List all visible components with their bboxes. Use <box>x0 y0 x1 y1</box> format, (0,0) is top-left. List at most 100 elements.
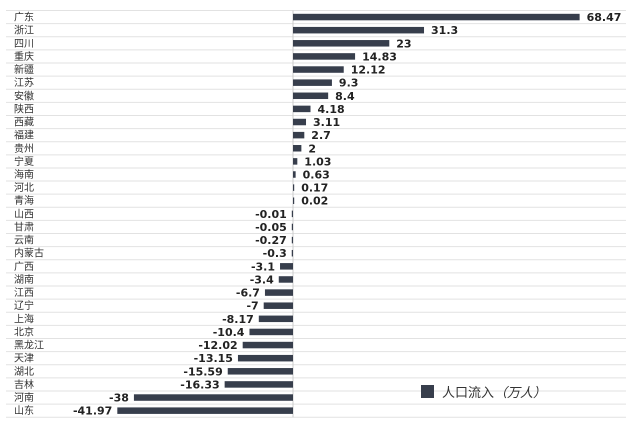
category-label: 陕西 <box>14 102 34 115</box>
bar <box>293 26 425 34</box>
bar <box>293 197 295 204</box>
value-label: -8.17 <box>222 313 254 326</box>
bar <box>291 210 293 218</box>
category-label: 天津 <box>14 353 34 365</box>
value-label: -0.27 <box>255 234 287 247</box>
bar <box>293 158 298 165</box>
bar <box>237 354 293 362</box>
value-label: 14.83 <box>362 50 397 63</box>
bar <box>263 302 293 309</box>
grid-lines <box>6 10 626 418</box>
category-label: 云南 <box>14 234 34 247</box>
value-label: -7 <box>246 300 258 313</box>
category-label: 湖南 <box>14 273 34 286</box>
bars <box>117 13 580 414</box>
value-label: -0.3 <box>263 247 287 260</box>
category-label: 福建 <box>14 129 34 142</box>
value-label: -41.97 <box>73 405 112 418</box>
value-label: 2.7 <box>311 129 331 142</box>
category-label: 辽宁 <box>14 299 34 312</box>
value-label: 1.03 <box>304 155 331 168</box>
bar <box>293 53 356 60</box>
category-labels: 广东浙江四川重庆新疆江苏安徽陕西西藏福建贵州宁夏海南河北青海山西甘肃云南内蒙古广… <box>14 11 44 418</box>
category-label: 黑龙江 <box>14 339 44 352</box>
category-label: 吉林 <box>14 378 34 391</box>
value-label: 31.3 <box>431 24 458 37</box>
category-label: 内蒙古 <box>14 247 44 260</box>
value-label: 3.11 <box>313 116 340 129</box>
legend-label: 人口流入 <box>442 386 494 401</box>
category-label: 新疆 <box>14 63 34 76</box>
bar <box>293 171 296 178</box>
bar <box>293 105 311 113</box>
value-label: -16.33 <box>180 378 219 391</box>
bar <box>117 407 293 414</box>
value-label: -12.02 <box>198 339 237 352</box>
bar <box>293 145 302 152</box>
category-label: 西藏 <box>14 117 34 129</box>
value-label: 0.02 <box>301 195 328 208</box>
value-label: 12.12 <box>351 64 386 77</box>
category-label: 广西 <box>14 261 34 273</box>
bar <box>293 66 344 73</box>
value-labels: 68.47 31.3 2314.8312.129.38.44.183.112.721… <box>73 11 621 418</box>
category-label: 贵州 <box>14 142 34 155</box>
value-label: -10.4 <box>213 326 245 339</box>
value-label: -3.1 <box>251 260 275 273</box>
legend: 人口流入（万人） <box>421 385 546 401</box>
category-label: 湖北 <box>14 366 34 378</box>
value-label: -6.7 <box>236 287 260 300</box>
value-label: -0.05 <box>255 221 287 234</box>
value-label: 0.63 <box>303 169 330 182</box>
category-label: 江苏 <box>14 76 34 89</box>
bar <box>258 315 293 323</box>
category-label: 上海 <box>14 312 34 325</box>
value-label: 4.18 <box>317 103 344 116</box>
category-label: 广东 <box>14 11 34 24</box>
category-label: 甘肃 <box>14 220 34 233</box>
bar <box>264 289 293 296</box>
value-label: 2 <box>308 142 316 155</box>
value-label: 0.17 <box>301 182 328 195</box>
svg-text:人口流入（万人）: 人口流入（万人） <box>442 385 546 401</box>
category-label: 山西 <box>14 208 34 220</box>
category-label: 浙江 <box>14 25 34 37</box>
category-label: 四川 <box>14 39 34 50</box>
bar <box>278 276 293 283</box>
bar <box>227 368 293 375</box>
bar <box>242 341 293 349</box>
legend-unit: （万人） <box>494 385 546 401</box>
category-label: 宁夏 <box>14 155 34 168</box>
value-label: 9.3 <box>339 77 359 90</box>
category-label: 山东 <box>14 404 34 417</box>
value-label: -3.4 <box>250 273 274 286</box>
bar <box>291 249 293 257</box>
bar <box>291 223 293 231</box>
bar <box>293 184 295 191</box>
bar <box>280 263 293 270</box>
bar <box>133 394 293 401</box>
bar <box>293 92 329 100</box>
category-label: 重庆 <box>14 50 34 63</box>
category-label: 江西 <box>14 287 34 299</box>
category-label: 安徽 <box>14 89 34 102</box>
category-label: 河南 <box>14 391 34 404</box>
bar <box>293 13 580 21</box>
value-label: 8.4 <box>335 90 355 103</box>
bar <box>293 79 332 86</box>
category-label: 河北 <box>14 182 34 194</box>
category-label: 海南 <box>14 168 34 181</box>
bar <box>293 118 307 126</box>
legend-swatch <box>421 385 434 398</box>
category-label: 青海 <box>14 194 34 207</box>
bar <box>293 40 390 47</box>
value-label: -13.15 <box>194 352 233 365</box>
bar <box>291 236 293 244</box>
value-label: -0.01 <box>255 208 287 221</box>
value-label: -15.59 <box>183 365 222 378</box>
value-label: -38 <box>109 392 129 405</box>
value-label: 23 <box>396 37 411 50</box>
bar <box>224 381 293 388</box>
bar <box>293 131 305 139</box>
